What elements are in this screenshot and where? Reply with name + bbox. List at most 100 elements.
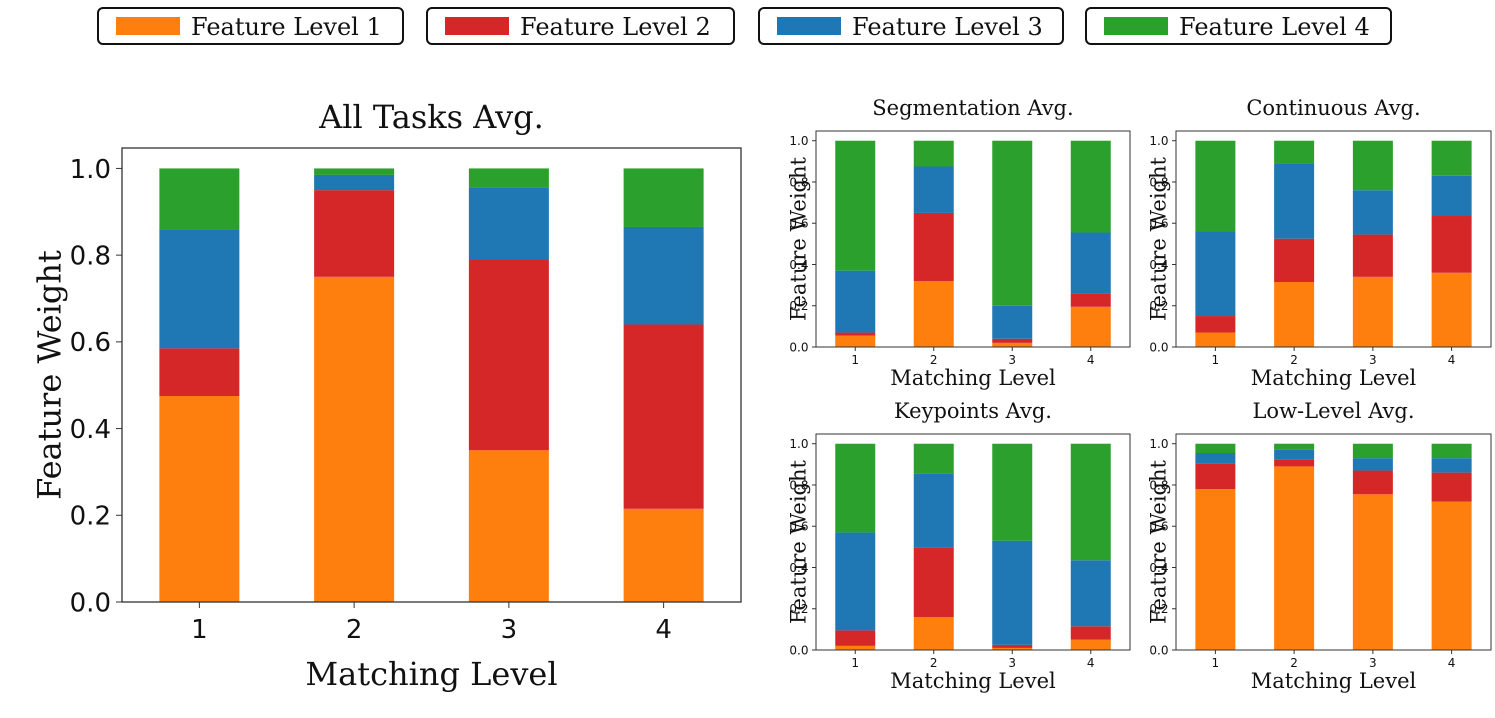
bar-low-level-level1-x1 [1195, 489, 1236, 650]
ytick-label-segmentation: 0.6 [789, 217, 808, 231]
bar-low-level-level3-x4 [1431, 458, 1472, 473]
xtick-label-all-tasks: 2 [346, 615, 363, 645]
ytick-label-all-tasks: 0.8 [70, 242, 111, 272]
ytick-label-continuous: 0.6 [1149, 217, 1168, 231]
xlabel-all-tasks: Matching Level [305, 655, 557, 693]
bar-keypoints-level3-x2 [913, 473, 954, 548]
bar-low-level-level4-x3 [1352, 443, 1393, 459]
chart-keypoints: Keypoints Avg. 0.0 0.2 0.4 0.6 0.8 1.0 1 2 3 4 Matc… [787, 399, 1131, 693]
xtick-label-segmentation: 1 [851, 353, 859, 367]
ytick-label-low-level: 0.6 [1149, 520, 1168, 534]
xtick-label-keypoints: 3 [1008, 656, 1016, 670]
bar-continuous-level1-x4 [1431, 272, 1472, 347]
xtick-label-keypoints: 4 [1087, 656, 1095, 670]
xtick-label-low-level: 3 [1369, 656, 1377, 670]
bar-low-level-level3-x1 [1195, 453, 1236, 464]
bar-keypoints-level2-x4 [1070, 626, 1111, 640]
bar-segmentation-level2-x4 [1070, 293, 1111, 307]
bar-segmentation-level1-x1 [835, 335, 876, 347]
xtick-label-keypoints: 1 [851, 656, 859, 670]
ylabel-continuous: Feature Weight [1147, 156, 1171, 320]
xtick-label-low-level: 4 [1448, 656, 1456, 670]
legend-swatch-level-3 [777, 17, 841, 35]
ytick-label-keypoints: 1.0 [789, 437, 808, 451]
bar-all-tasks-level1-x2 [314, 276, 395, 602]
bar-all-tasks-level3-x4 [623, 226, 704, 325]
bar-keypoints-level4-x2 [913, 443, 954, 474]
axes-frame-keypoints [815, 433, 1131, 651]
bar-low-level-level2-x4 [1431, 472, 1472, 502]
xtick-label-continuous: 3 [1369, 353, 1377, 367]
bar-low-level-level2-x3 [1352, 470, 1393, 495]
chart-title-segmentation: Segmentation Avg. [872, 96, 1073, 120]
bar-segmentation-level4-x4 [1070, 140, 1111, 233]
ytick-label-continuous: 0.0 [1149, 340, 1168, 354]
bar-continuous-level1-x2 [1274, 282, 1315, 347]
chart-title-all-tasks: All Tasks Avg. [318, 98, 544, 136]
axes-frame-low-level [1175, 433, 1492, 651]
ytick-label-all-tasks: 0.2 [70, 502, 111, 532]
ylabel-low-level: Feature Weight [1147, 459, 1171, 623]
legend-label-level-1: Feature Level 1 [191, 13, 382, 41]
bar-low-level-level1-x4 [1431, 501, 1472, 650]
bar-segmentation-level2-x2 [913, 212, 954, 281]
ytick-label-segmentation: 0.0 [789, 340, 808, 354]
legend-item-level-4: Feature Level 4 [1085, 7, 1392, 45]
bar-all-tasks-level2-x1 [159, 348, 240, 397]
ytick-label-keypoints: 0.6 [789, 520, 808, 534]
bar-continuous-level4-x1 [1195, 140, 1236, 232]
bar-all-tasks-level3-x1 [159, 229, 240, 349]
bar-keypoints-level2-x3 [992, 644, 1033, 648]
ytick-label-segmentation: 0.8 [789, 175, 808, 189]
bar-segmentation-level1-x2 [913, 280, 954, 347]
bar-all-tasks-level1-x4 [623, 508, 704, 602]
ytick-label-continuous: 0.8 [1149, 175, 1168, 189]
bar-segmentation-level4-x3 [992, 140, 1033, 306]
chart-low-level: Low-Level Avg. 0.0 0.2 0.4 0.6 0.8 1.0 1 2 3 4 Matc… [1147, 399, 1492, 693]
xtick-label-segmentation: 4 [1087, 353, 1095, 367]
legend-item-level-3: Feature Level 3 [758, 7, 1064, 45]
xlabel-continuous: Matching Level [1251, 366, 1417, 390]
ytick-label-keypoints: 0.4 [789, 561, 808, 575]
bar-all-tasks-level4-x4 [623, 168, 704, 227]
bar-low-level-level2-x1 [1195, 463, 1236, 490]
bar-continuous-level3-x3 [1352, 190, 1393, 235]
xlabel-keypoints: Matching Level [890, 669, 1056, 693]
bar-keypoints-level4-x1 [835, 443, 876, 533]
ytick-label-keypoints: 0.8 [789, 478, 808, 492]
legend-swatch-level-1 [116, 17, 180, 35]
bar-low-level-level2-x2 [1274, 459, 1315, 467]
ytick-label-segmentation: 0.2 [789, 299, 808, 313]
xlabel-segmentation: Matching Level [890, 366, 1056, 390]
xtick-label-continuous: 4 [1448, 353, 1456, 367]
bar-continuous-level3-x1 [1195, 231, 1236, 317]
ytick-label-continuous: 1.0 [1149, 134, 1168, 148]
bar-continuous-level1-x3 [1352, 276, 1393, 347]
xtick-label-continuous: 2 [1290, 353, 1298, 367]
axes-frame-segmentation [815, 130, 1131, 348]
bar-segmentation-level3-x3 [992, 305, 1033, 339]
bar-low-level-level1-x2 [1274, 466, 1315, 650]
chart-title-continuous: Continuous Avg. [1246, 96, 1420, 120]
chart-continuous: Continuous Avg. 0.0 0.2 0.4 0.6 0.8 1.0 1 2 3 4 Mat… [1147, 96, 1492, 390]
bar-continuous-level3-x2 [1274, 163, 1315, 239]
bar-keypoints-level2-x2 [913, 547, 954, 617]
bar-segmentation-level2-x1 [835, 332, 876, 336]
bar-keypoints-level1-x3 [992, 647, 1033, 650]
legend-item-level-2: Feature Level 2 [426, 7, 735, 45]
bar-continuous-level4-x3 [1352, 140, 1393, 191]
legend-item-level-1: Feature Level 1 [97, 7, 404, 45]
bar-low-level-level3-x2 [1274, 449, 1315, 460]
bar-all-tasks-level2-x4 [623, 324, 704, 509]
bar-segmentation-level2-x3 [992, 338, 1033, 343]
ytick-label-all-tasks: 1.0 [70, 155, 111, 185]
xtick-label-low-level: 2 [1290, 656, 1298, 670]
chart-all-tasks: All Tasks Avg. 0.0 0.2 0.4 0.6 0.8 1.0 1 2 3 4 Matc… [31, 98, 742, 693]
xtick-label-segmentation: 3 [1008, 353, 1016, 367]
bar-all-tasks-level4-x3 [468, 168, 549, 188]
bar-all-tasks-level2-x3 [468, 259, 549, 451]
ylabel-all-tasks: Feature Weight [31, 250, 69, 500]
bar-low-level-level4-x4 [1431, 443, 1472, 459]
ytick-label-segmentation: 0.4 [789, 258, 808, 272]
